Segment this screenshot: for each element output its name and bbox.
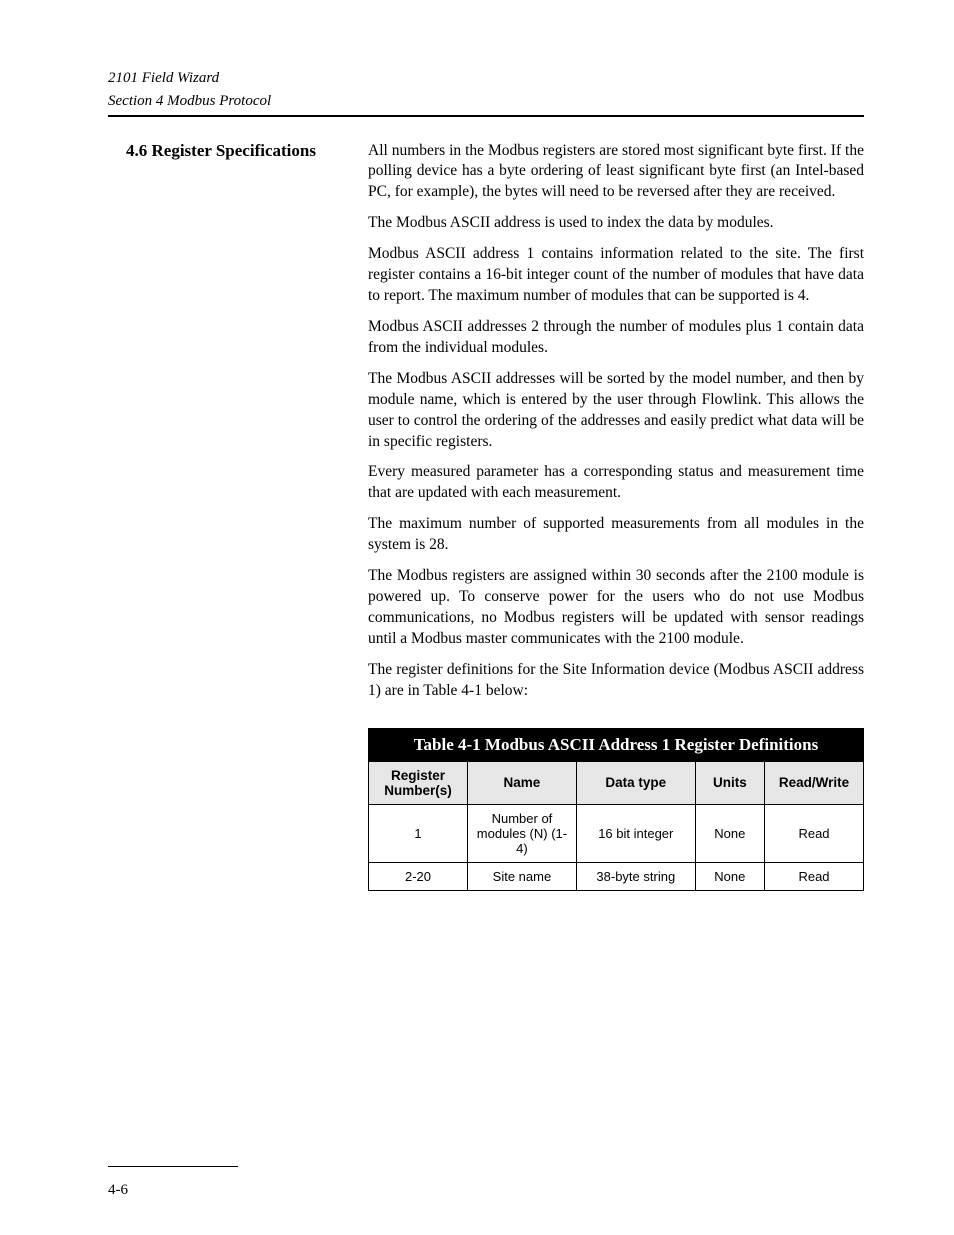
page-number: 4-6: [108, 1182, 128, 1199]
section-title: Register Specifications: [152, 141, 316, 160]
content-area: 4.6 Register Specifications All numbers …: [108, 141, 864, 891]
side-column: 4.6 Register Specifications: [108, 141, 368, 161]
register-definitions-table: Table 4-1 Modbus ASCII Address 1 Registe…: [368, 728, 864, 891]
paragraph: The Modbus ASCII addresses will be sorte…: [368, 369, 864, 453]
footer-rule: [108, 1166, 238, 1167]
paragraph: The maximum number of supported measurem…: [368, 514, 864, 556]
column-header: Units: [695, 761, 764, 804]
table-cell: None: [695, 804, 764, 862]
column-header: Read/Write: [764, 761, 863, 804]
table-header-row: Register Number(s) Name Data type Units …: [369, 761, 864, 804]
table-cell: 1: [369, 804, 468, 862]
paragraph: The Modbus ASCII address is used to inde…: [368, 213, 864, 234]
paragraph: Every measured parameter has a correspon…: [368, 462, 864, 504]
table-cell: 38-byte string: [576, 862, 695, 890]
table-cell: 2-20: [369, 862, 468, 890]
running-header-line2: Section 4 Modbus Protocol: [108, 91, 864, 111]
table-cell: 16 bit integer: [576, 804, 695, 862]
table-cell: Read: [764, 804, 863, 862]
table-cell: Number of modules (N) (1-4): [468, 804, 577, 862]
table-row: 1 Number of modules (N) (1-4) 16 bit int…: [369, 804, 864, 862]
table-row: 2-20 Site name 38-byte string None Read: [369, 862, 864, 890]
paragraph: Modbus ASCII addresses 2 through the num…: [368, 317, 864, 359]
main-column: All numbers in the Modbus registers are …: [368, 141, 864, 891]
section-number: 4.6: [126, 141, 147, 160]
paragraph: The register definitions for the Site In…: [368, 660, 864, 702]
paragraph: The Modbus registers are assigned within…: [368, 566, 864, 650]
page: 2101 Field Wizard Section 4 Modbus Proto…: [0, 0, 954, 1235]
column-header: Name: [468, 761, 577, 804]
paragraph: Modbus ASCII address 1 contains informat…: [368, 244, 864, 307]
table-cell: Read: [764, 862, 863, 890]
paragraph: All numbers in the Modbus registers are …: [368, 141, 864, 204]
section-heading: 4.6 Register Specifications: [108, 141, 358, 161]
running-header-line1: 2101 Field Wizard: [108, 68, 864, 88]
table-title: Table 4-1 Modbus ASCII Address 1 Registe…: [369, 728, 864, 761]
column-header: Data type: [576, 761, 695, 804]
table-cell: None: [695, 862, 764, 890]
header-rule: [108, 115, 864, 117]
table-cell: Site name: [468, 862, 577, 890]
column-header: Register Number(s): [369, 761, 468, 804]
table-title-row: Table 4-1 Modbus ASCII Address 1 Registe…: [369, 728, 864, 761]
